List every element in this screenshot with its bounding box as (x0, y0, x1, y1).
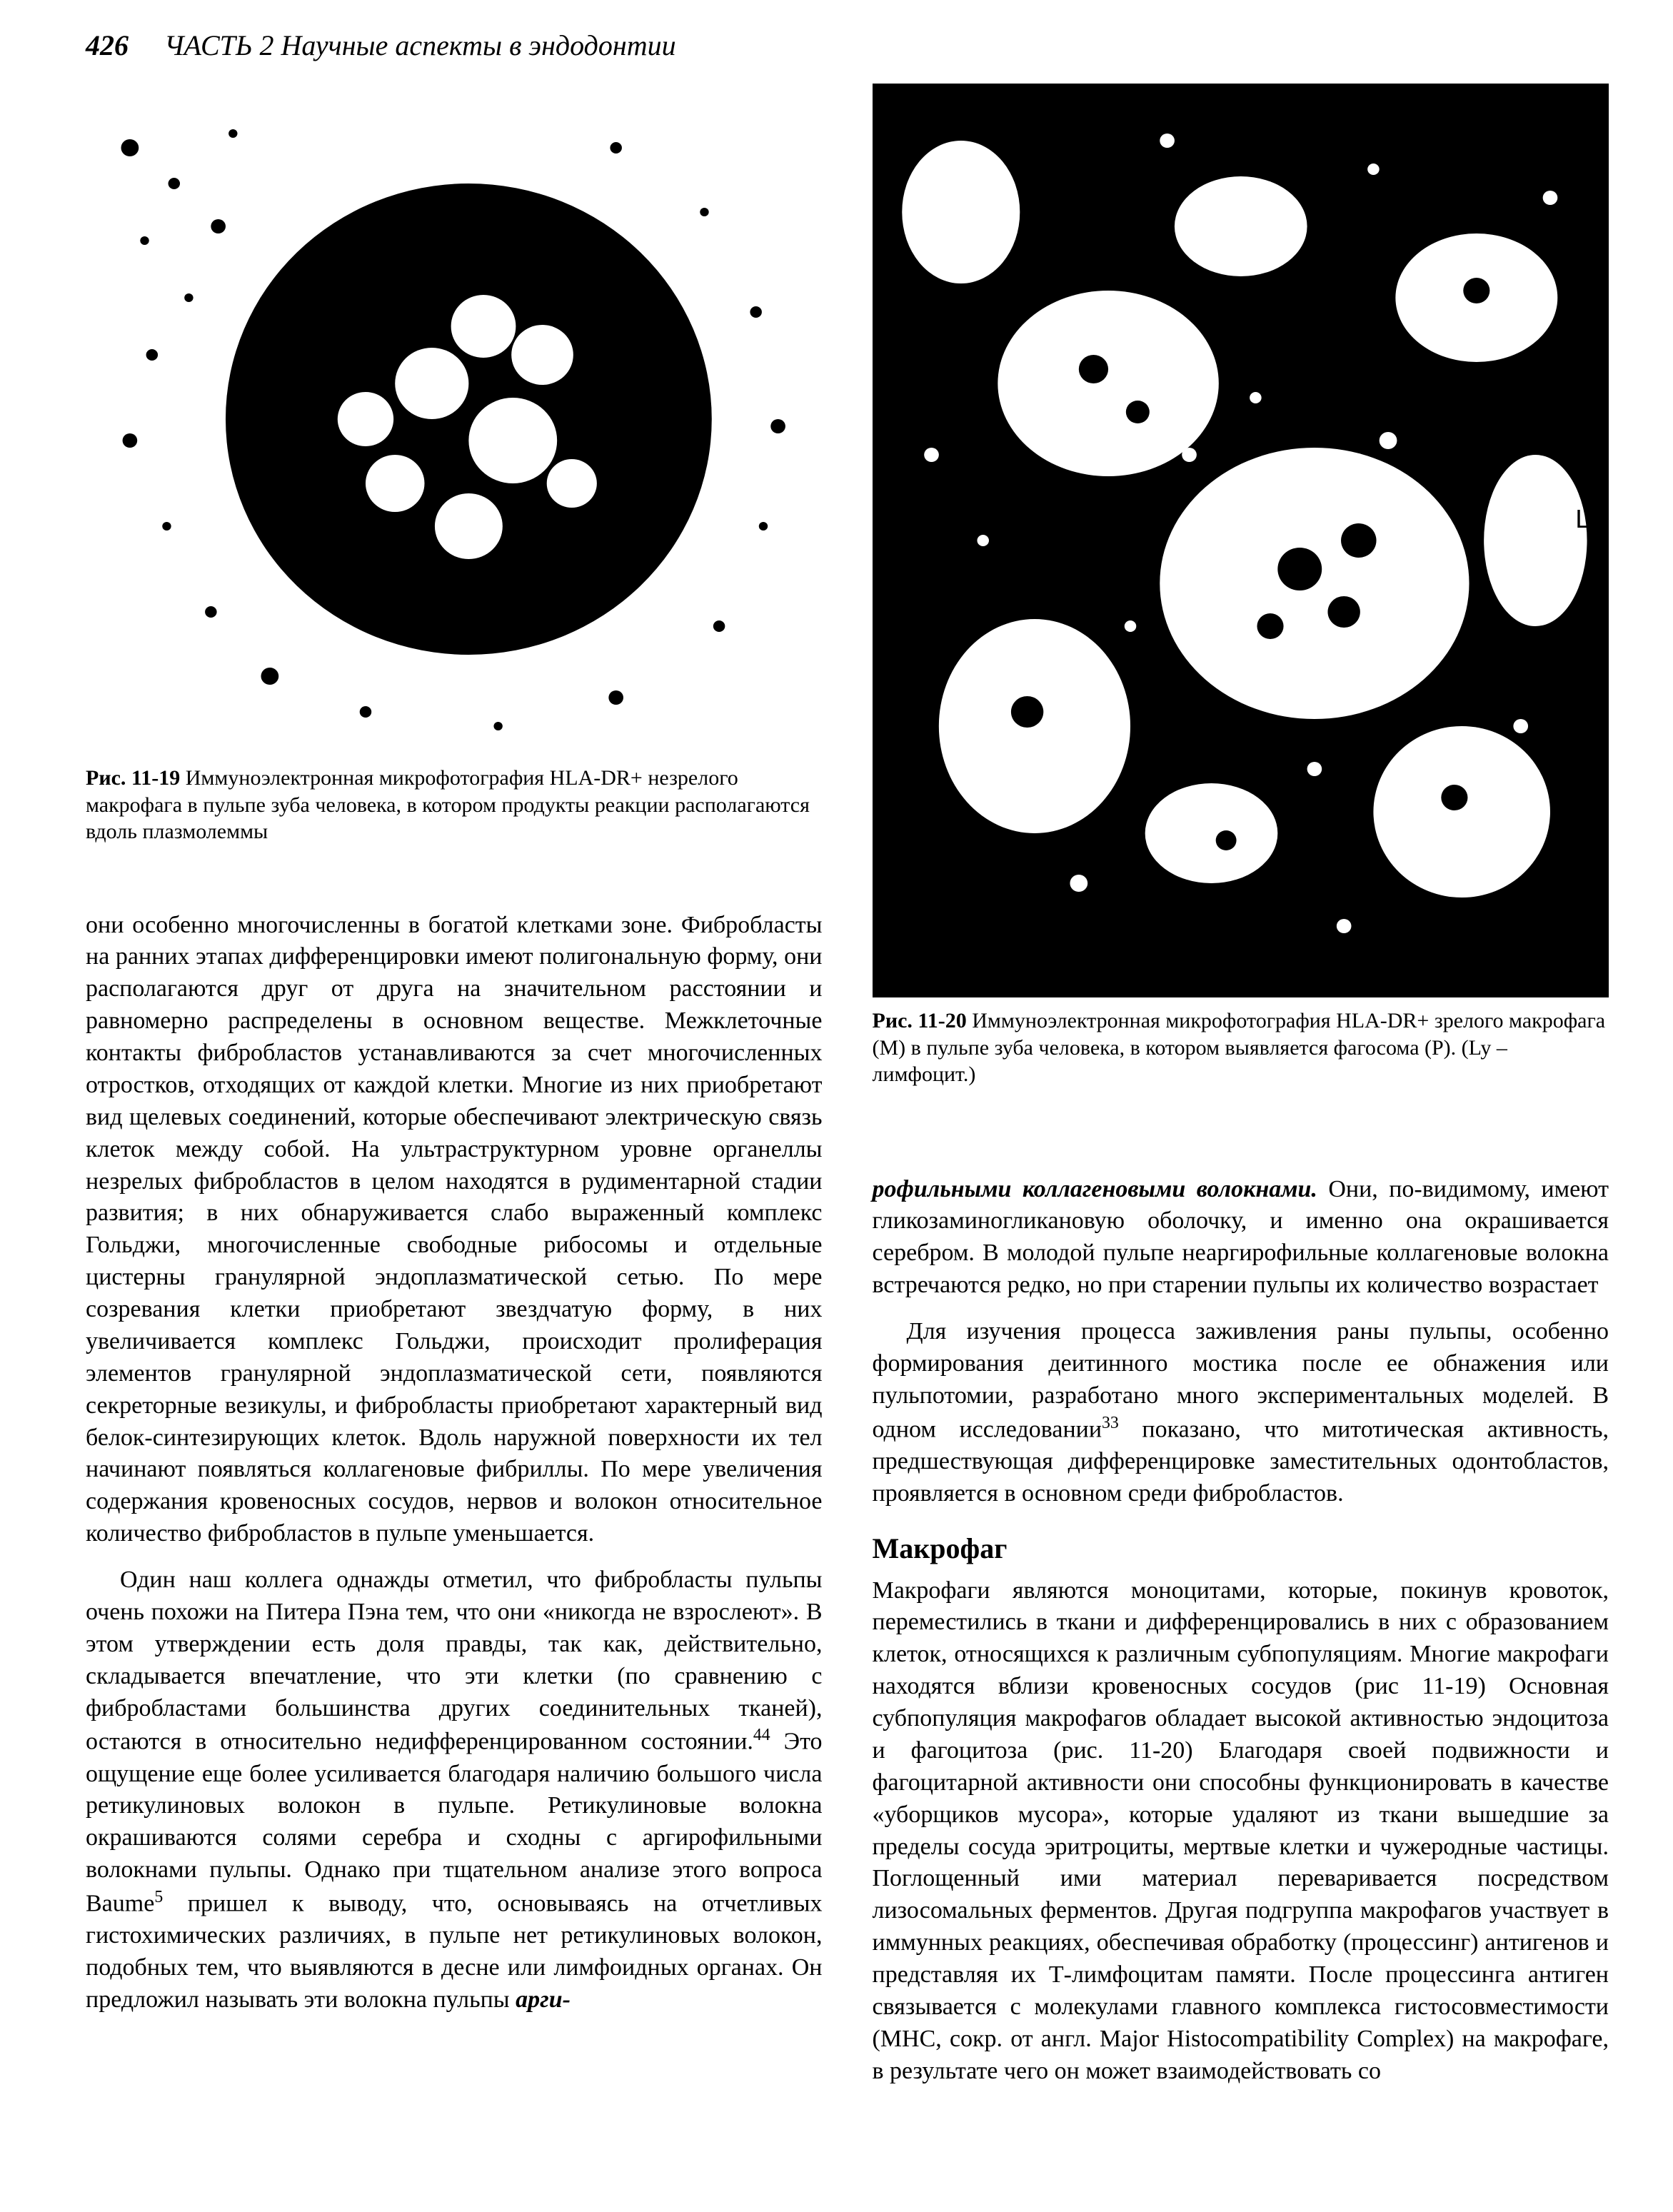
part-title: ЧАСТЬ 2 Научные аспекты в эндодонтии (164, 29, 676, 62)
left-p2-middle: Это ощущение еще более усиливается благо… (86, 1729, 823, 1917)
right-paragraph-2: Для изучения процесса заживления раны пу… (873, 1316, 1609, 1510)
figure-label-ly: Ly (1575, 504, 1602, 534)
left-p2-trailing-italic: арги- (516, 1986, 571, 2013)
figure-11-19-caption: Рис. 11-19 Иммуноэлектронная микрофотогр… (86, 765, 823, 845)
right-p1-lead-italic: рофильными коллагеновыми волокнами. (873, 1176, 1329, 1202)
figure-11-19-caption-text: Иммуноэлектронная микрофотография HLA-DR… (86, 766, 810, 843)
right-paragraph-1: рофильными коллагеновыми волокнами. Они,… (873, 1174, 1609, 1302)
figure-11-20-caption: Рис. 11-20 Иммуноэлектронная микрофотогр… (873, 1007, 1609, 1088)
left-paragraph-1: они особенно многочисленны в богатой кле… (86, 910, 823, 1551)
figure-11-20-caption-text: Иммуноэлектронная микрофотография HLA-DR… (873, 1009, 1606, 1086)
page: 426 ЧАСТЬ 2 Научные аспекты в эндодонтии (0, 0, 1673, 2212)
page-header: 426 ЧАСТЬ 2 Научные аспекты в эндодонтии (86, 29, 1609, 62)
left-column: Рис. 11-19 Иммуноэлектронная микрофотогр… (86, 84, 823, 2102)
figure-11-20: Ly Рис. 11-20 Иммуноэлектронная микрофот… (873, 84, 1609, 1088)
page-number: 426 (86, 29, 129, 62)
left-paragraph-2: Один наш коллега однажды отметил, что фи… (86, 1564, 823, 2016)
figure-11-19: Рис. 11-19 Иммуноэлектронная микрофотогр… (86, 84, 823, 845)
spacer (873, 1088, 1609, 1174)
figure-11-19-image (86, 84, 823, 755)
spacer (86, 845, 823, 910)
figure-11-20-label: Рис. 11-20 (873, 1009, 967, 1032)
left-p2-suffix: пришел к выводу, что, основываясь на отч… (86, 1890, 823, 2013)
macrophage-paragraph: Макрофаги являются моноцитами, которые, … (873, 1575, 1609, 2088)
footnote-ref-33: 33 (1102, 1414, 1119, 1432)
footnote-ref-5: 5 (154, 1888, 163, 1906)
figure-11-20-image: Ly (873, 84, 1609, 997)
section-heading-macrophage: Макрофаг (873, 1532, 1609, 1565)
two-column-layout: Рис. 11-19 Иммуноэлектронная микрофотогр… (86, 84, 1609, 2102)
left-p2-prefix: Один наш коллега однажды отметил, что фи… (86, 1567, 823, 1755)
figure-11-19-label: Рис. 11-19 (86, 766, 180, 790)
footnote-ref-44: 44 (753, 1726, 770, 1744)
right-column: Ly Рис. 11-20 Иммуноэлектронная микрофот… (873, 84, 1609, 2102)
